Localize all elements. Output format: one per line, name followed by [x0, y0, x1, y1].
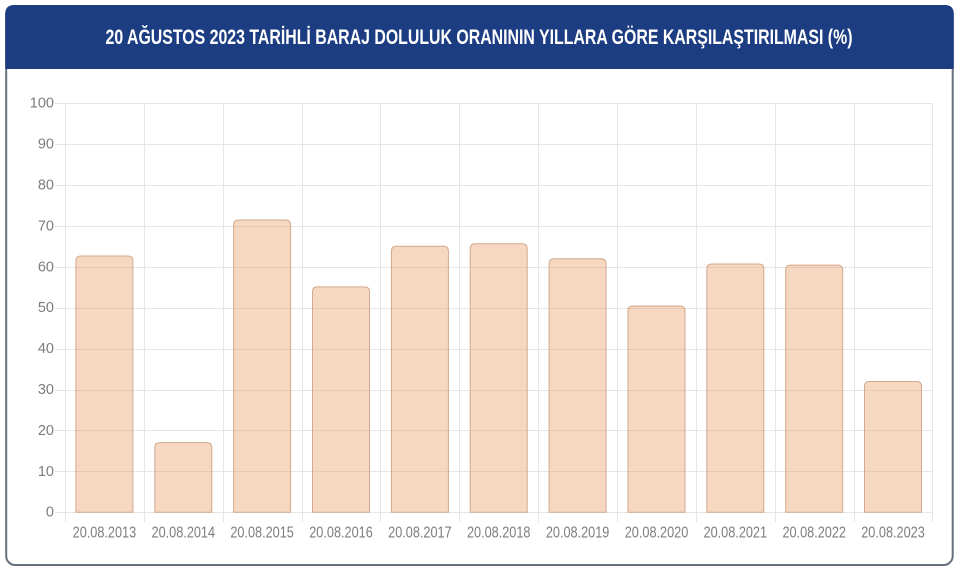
- svg-text:20: 20: [38, 423, 54, 439]
- svg-text:20.08.2017: 20.08.2017: [388, 524, 452, 541]
- svg-text:20.08.2016: 20.08.2016: [309, 524, 373, 541]
- svg-text:10: 10: [38, 464, 54, 480]
- svg-text:20.08.2018: 20.08.2018: [467, 524, 531, 541]
- svg-text:70: 70: [38, 218, 54, 234]
- svg-text:0: 0: [46, 505, 54, 521]
- svg-text:20.08.2019: 20.08.2019: [546, 524, 610, 541]
- svg-text:20.08.2023: 20.08.2023: [861, 524, 925, 541]
- svg-text:20 AĞUSTOS 2023 TARİHLİ BARAJ: 20 AĞUSTOS 2023 TARİHLİ BARAJ DOLULUK OR…: [106, 25, 853, 49]
- svg-text:20.08.2022: 20.08.2022: [782, 524, 846, 541]
- svg-text:20.08.2013: 20.08.2013: [73, 524, 137, 541]
- svg-text:20.08.2015: 20.08.2015: [230, 524, 294, 541]
- svg-text:20.08.2014: 20.08.2014: [152, 524, 216, 541]
- svg-text:50: 50: [38, 300, 54, 316]
- svg-text:100: 100: [30, 96, 54, 112]
- svg-text:30: 30: [38, 382, 54, 398]
- svg-text:20.08.2020: 20.08.2020: [625, 524, 689, 541]
- svg-text:90: 90: [38, 137, 54, 153]
- svg-text:20.08.2021: 20.08.2021: [704, 524, 768, 541]
- svg-text:40: 40: [38, 341, 54, 357]
- svg-text:60: 60: [38, 259, 54, 275]
- svg-text:80: 80: [38, 178, 54, 194]
